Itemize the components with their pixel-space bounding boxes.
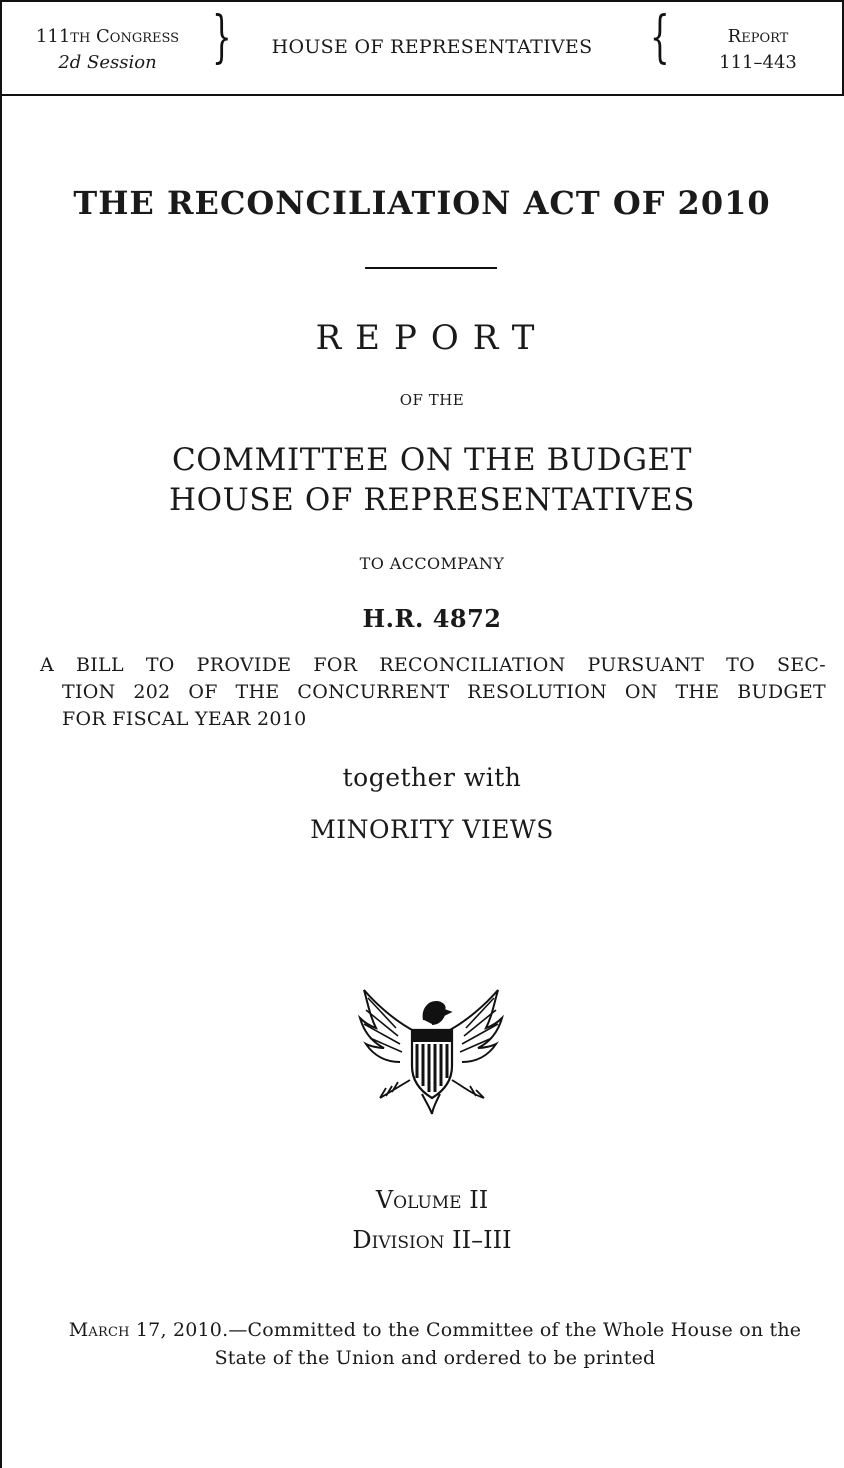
report-number-block: Report 111–443 [688, 24, 828, 76]
volume-label: Volume II [375, 1186, 489, 1214]
bill-description-line-3: FOR FISCAL YEAR 2010 [62, 708, 307, 730]
bill-description-line-2: TION 202 OF THE CONCURRENT RESOLUTION ON… [62, 681, 826, 703]
congress-label: 111th Congress [35, 26, 180, 47]
congress-session-block: 111th Congress 2d Session [20, 24, 195, 76]
committee-line-1: COMMITTEE ON THE BUDGET [171, 442, 693, 478]
to-accompany-label: TO ACCOMPANY [359, 554, 505, 573]
committee-name: COMMITTEE ON THE BUDGET HOUSE OF REPRESE… [0, 440, 844, 520]
committal-note: March 17, 2010.—Committed to the Committ… [50, 1316, 820, 1372]
report-label: Report [727, 26, 789, 47]
of-the-label: OF THE [399, 391, 465, 409]
together-with-label: together with [342, 763, 522, 792]
left-brace-glyph: { [650, 5, 670, 70]
committal-text: .—Committed to the Committee of the Whol… [214, 1319, 802, 1369]
committal-date: March 17, 2010 [68, 1319, 223, 1341]
bill-number: H.R. 4872 [362, 604, 502, 633]
session-label: 2d Session [58, 52, 157, 73]
right-brace-glyph: } [212, 5, 232, 70]
title-rule [365, 267, 497, 269]
header-divider [0, 94, 842, 96]
committee-line-2: HOUSE OF REPRESENTATIVES [168, 482, 696, 518]
act-title: THE RECONCILIATION ACT OF 2010 [73, 184, 771, 222]
division-label: Division II–III [352, 1226, 512, 1254]
top-border [0, 0, 842, 2]
report-number: 111–443 [719, 52, 797, 73]
left-border [0, 0, 2, 1468]
right-border [842, 0, 844, 96]
bill-description-line-1: A BILL TO PROVIDE FOR RECONCILIATION PUR… [40, 654, 826, 676]
bill-description: A BILL TO PROVIDE FOR RECONCILIATION PUR… [40, 652, 826, 733]
minority-views-label: MINORITY VIEWS [310, 815, 554, 844]
chamber-label: HOUSE OF REPRESENTATIVES [271, 36, 593, 58]
report-heading: REPORT [315, 318, 549, 358]
eagle-seal-icon [357, 989, 505, 1115]
